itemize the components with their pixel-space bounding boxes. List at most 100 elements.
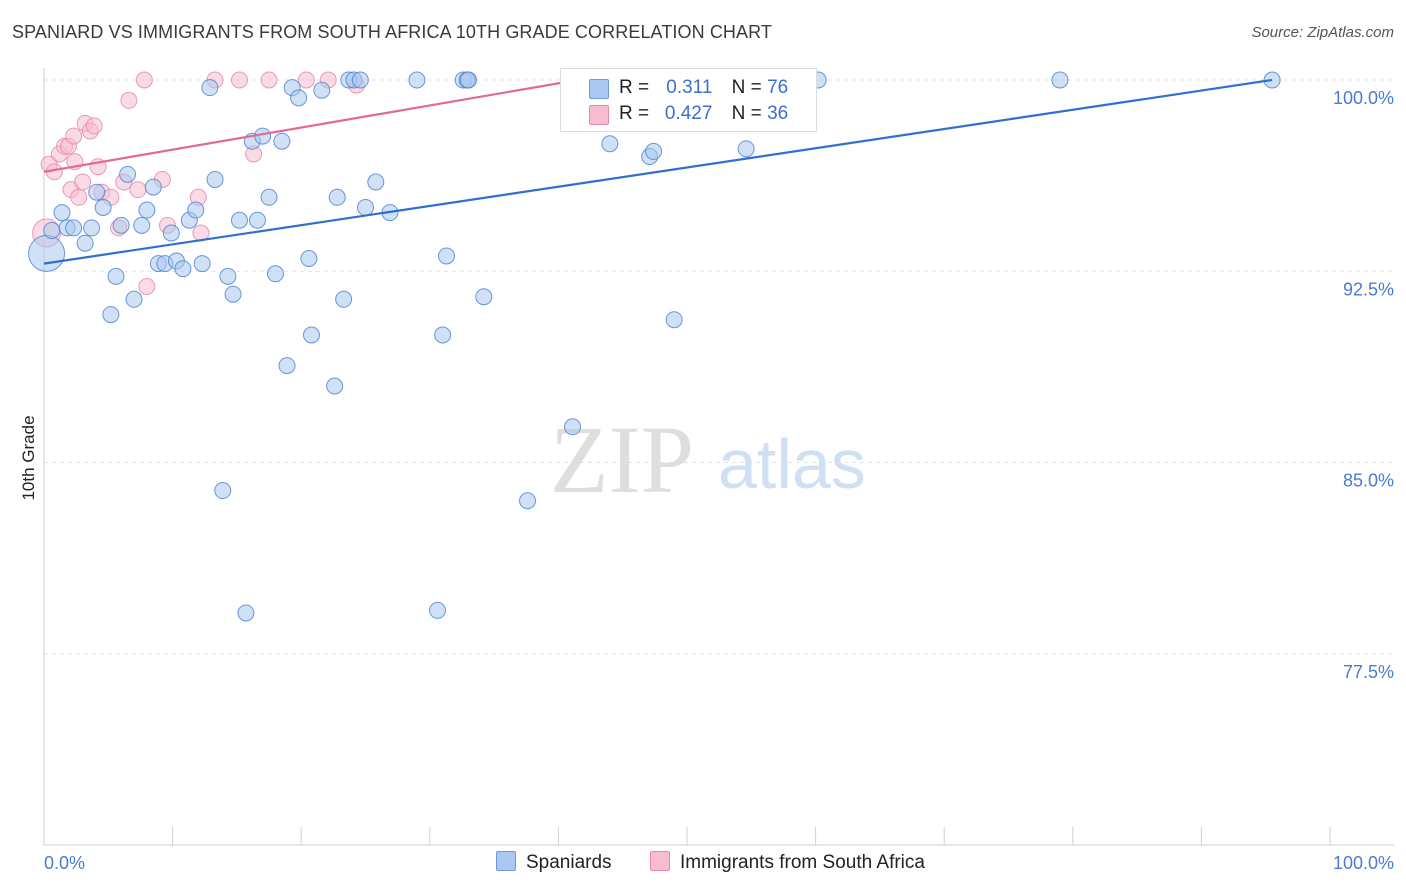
spaniards-point bbox=[459, 71, 477, 89]
spaniards-point bbox=[260, 188, 278, 206]
spaniards-point bbox=[43, 221, 61, 239]
spaniards-point bbox=[302, 326, 320, 344]
spaniards-point bbox=[28, 234, 66, 272]
y-axis-title: 10th Grade bbox=[19, 415, 38, 500]
spaniards-point bbox=[214, 482, 232, 500]
trend-lines bbox=[43, 78, 1273, 265]
immigrants-point bbox=[65, 127, 83, 145]
spaniards-point bbox=[119, 165, 137, 183]
x-tick-label-min: 0.0% bbox=[44, 853, 85, 873]
spaniards-point bbox=[125, 290, 143, 308]
bottom-legend-swatch-pink bbox=[650, 851, 670, 871]
spaniards-points bbox=[28, 71, 1281, 622]
legend-r-value: 0.311 bbox=[666, 77, 713, 98]
spaniards-point bbox=[102, 306, 120, 324]
immigrants-point bbox=[230, 71, 248, 89]
legend-r-label: R = bbox=[619, 103, 650, 124]
spaniards-point bbox=[248, 211, 266, 229]
immigrants-point bbox=[135, 71, 153, 89]
spaniards-point bbox=[335, 290, 353, 308]
legend-swatch-blue bbox=[589, 79, 609, 99]
spaniards-point bbox=[429, 601, 447, 619]
stats-legend: R = 0.311 N = 76 R = 0.427 N = 36 bbox=[560, 68, 817, 132]
spaniards-point bbox=[266, 265, 284, 283]
spaniards-point bbox=[112, 216, 130, 234]
spaniards-point bbox=[278, 357, 296, 375]
immigrants-point bbox=[260, 71, 278, 89]
watermark: ZIP atlas bbox=[550, 406, 866, 513]
immigrants-point bbox=[120, 91, 138, 109]
spaniards-point bbox=[237, 604, 255, 622]
spaniards-point bbox=[601, 135, 619, 153]
legend-n-label: N = bbox=[731, 103, 762, 124]
spaniards-point bbox=[737, 140, 755, 158]
spaniards-point bbox=[76, 234, 94, 252]
spaniards-point bbox=[138, 201, 156, 219]
spaniards-point bbox=[88, 183, 106, 201]
immigrants-point bbox=[85, 117, 103, 135]
chart-title: SPANIARD VS IMMIGRANTS FROM SOUTH AFRICA… bbox=[12, 22, 772, 42]
legend-n-label: N = bbox=[731, 77, 762, 98]
spaniards-point bbox=[313, 81, 331, 99]
legend-swatch-pink bbox=[589, 105, 609, 125]
bottom-legend-immigrants: Immigrants from South Africa bbox=[650, 851, 925, 874]
spaniards-point bbox=[273, 132, 291, 150]
bottom-legend-swatch-blue bbox=[496, 851, 516, 871]
spaniards-point bbox=[326, 377, 344, 395]
spaniards-point bbox=[645, 142, 663, 160]
x-tick-label-max: 100.0% bbox=[1333, 853, 1394, 873]
spaniards-point bbox=[434, 326, 452, 344]
immigrants-point bbox=[297, 71, 315, 89]
spaniards-point bbox=[475, 288, 493, 306]
spaniards-point bbox=[193, 255, 211, 273]
spaniards-point bbox=[351, 71, 369, 89]
spaniards-point bbox=[65, 219, 83, 237]
immigrants-point bbox=[70, 188, 88, 206]
spaniards-point bbox=[162, 224, 180, 242]
spaniards-point bbox=[519, 492, 537, 510]
spaniards-point bbox=[144, 178, 162, 196]
axes bbox=[43, 68, 1394, 846]
y-tick-label: 92.5% bbox=[1343, 279, 1394, 299]
spaniards-point bbox=[206, 170, 224, 188]
spaniards-point bbox=[94, 199, 112, 216]
spaniards-point bbox=[83, 219, 101, 237]
source-credit: Source: ZipAtlas.com bbox=[1251, 24, 1394, 41]
spaniards-point bbox=[230, 211, 248, 229]
spaniards-point bbox=[357, 199, 374, 216]
legend-r-label: R = bbox=[619, 77, 650, 98]
spaniards-point bbox=[328, 188, 346, 206]
immigrants-point bbox=[74, 173, 92, 191]
spaniards-point bbox=[53, 204, 71, 222]
spaniards-point bbox=[665, 311, 683, 329]
spaniards-point bbox=[133, 216, 151, 234]
legend-r-value: 0.427 bbox=[664, 103, 713, 124]
spaniards-point bbox=[224, 285, 242, 303]
spaniards-point bbox=[408, 71, 426, 89]
spaniards-point bbox=[367, 173, 385, 191]
spaniards-point bbox=[564, 418, 582, 436]
spaniards-trend-line bbox=[43, 78, 1273, 265]
y-tick-label: 100.0% bbox=[1333, 88, 1394, 108]
bottom-legend-label-spaniards: Spaniards bbox=[526, 852, 612, 873]
spaniards-point bbox=[219, 267, 237, 285]
spaniards-point bbox=[174, 260, 192, 278]
immigrants-point bbox=[129, 181, 147, 199]
y-tick-label: 77.5% bbox=[1343, 662, 1394, 682]
grid-lines bbox=[44, 79, 1394, 655]
spaniards-point bbox=[1051, 71, 1069, 89]
spaniards-point bbox=[187, 201, 205, 219]
immigrants-point bbox=[138, 278, 156, 296]
immigrants-trend-line bbox=[43, 78, 578, 173]
legend-n-value: 76 bbox=[767, 77, 789, 98]
spaniards-point bbox=[290, 89, 308, 107]
spaniards-point bbox=[438, 247, 456, 265]
bottom-legend-spaniards: Spaniards bbox=[496, 851, 612, 874]
y-tick-labels: 100.0% 92.5% 85.0% 77.5% bbox=[1333, 88, 1394, 682]
bottom-legend-label-immigrants: Immigrants from South Africa bbox=[680, 852, 925, 873]
legend-n-value: 36 bbox=[767, 103, 789, 124]
y-tick-label: 85.0% bbox=[1343, 471, 1394, 491]
spaniards-point bbox=[107, 267, 125, 285]
watermark-atlas: atlas bbox=[718, 425, 866, 503]
